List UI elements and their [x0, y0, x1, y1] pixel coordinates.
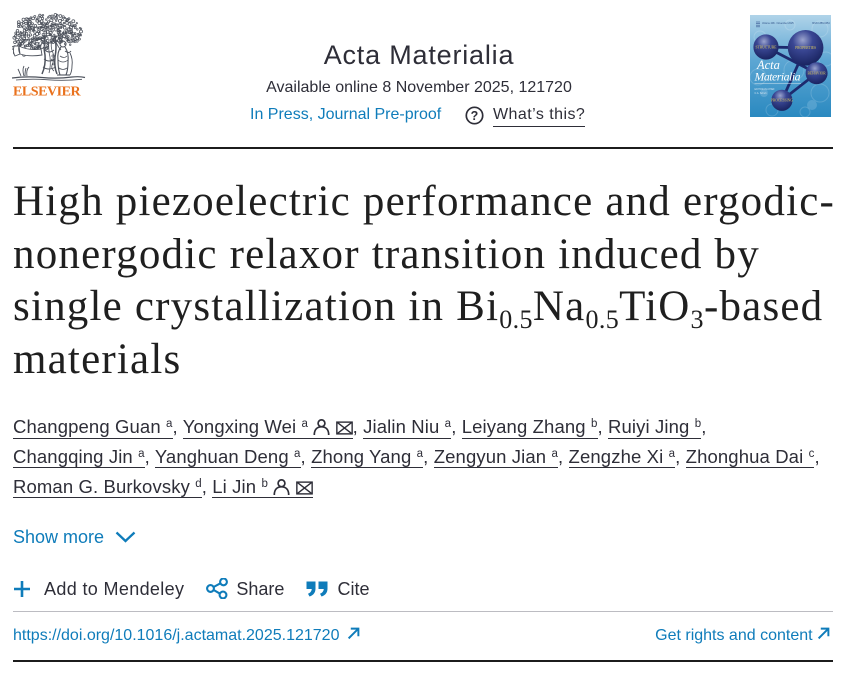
svg-text:PROCESSING: PROCESSING — [771, 99, 793, 103]
svg-text:EDITOR-IN-CHIEF: EDITOR-IN-CHIEF — [755, 88, 776, 91]
svg-text:Acta: Acta — [756, 58, 780, 72]
svg-text:C.A. Schuh: C.A. Schuh — [755, 92, 768, 95]
svg-text:STRUCTURE: STRUCTURE — [756, 45, 778, 49]
svg-text:?: ? — [471, 109, 479, 123]
svg-text:Materialia: Materialia — [754, 70, 801, 84]
svg-text:PROPERTIES: PROPERTIES — [795, 46, 816, 50]
svg-text:ELSEVIER: ELSEVIER — [13, 85, 82, 100]
svg-text:BEHAVIOR: BEHAVIOR — [808, 71, 827, 75]
svg-text:ISSN 1359-6454: ISSN 1359-6454 — [812, 22, 830, 25]
svg-text:Volume 296 . November 2025: Volume 296 . November 2025 — [762, 22, 794, 25]
